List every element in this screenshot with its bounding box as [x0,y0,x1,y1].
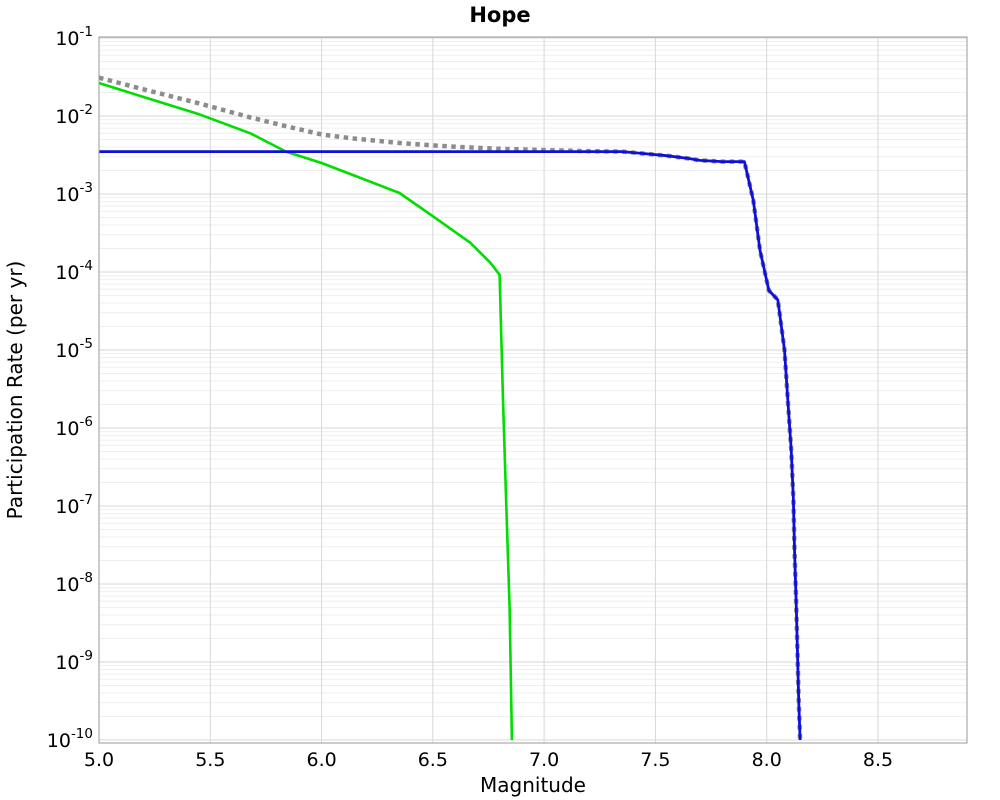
chart-title: Hope [469,3,530,27]
y-tick-label: 10-3 [55,180,93,206]
y-tick-label: 10-10 [47,726,93,752]
x-tick-label: 5.5 [195,749,225,771]
series-lines [99,75,803,741]
series-characteristic-branch-blue [99,150,802,741]
x-axis-label: Magnitude [480,773,586,797]
x-tick-labels: 5.0 5.5 6.0 6.5 7.0 7.5 8.0 8.5 [84,749,893,771]
x-tick-label: 7.5 [640,749,670,771]
y-tick-label: 10-6 [55,414,93,440]
y-tick-labels: 10-1 10-2 10-3 10-4 10-5 10-6 10-7 10-8 10-9 10-1… [47,24,93,752]
grid-lines [98,37,967,743]
y-tick-label: 10-8 [55,570,93,596]
x-tick-label: 5.0 [84,749,114,771]
series-low-magnitude-branch-green [99,81,514,741]
x-tick-label: 7.0 [529,749,559,771]
y-tick-label: 10-5 [55,336,93,362]
x-tick-label: 6.0 [306,749,336,771]
y-tick-label: 10-2 [55,102,93,128]
x-tick-label: 8.0 [752,749,782,771]
y-tick-label: 10-1 [55,24,93,50]
x-tick-label: 6.5 [418,749,448,771]
x-tick-label: 8.5 [863,749,893,771]
plot-border [98,36,968,744]
y-tick-label: 10-7 [55,492,93,518]
y-tick-label: 10-9 [55,648,93,674]
y-axis-label: Participation Rate (per yr) [3,261,27,520]
y-tick-label: 10-4 [55,258,93,284]
series-total-rate-dotted-gray [99,75,803,741]
